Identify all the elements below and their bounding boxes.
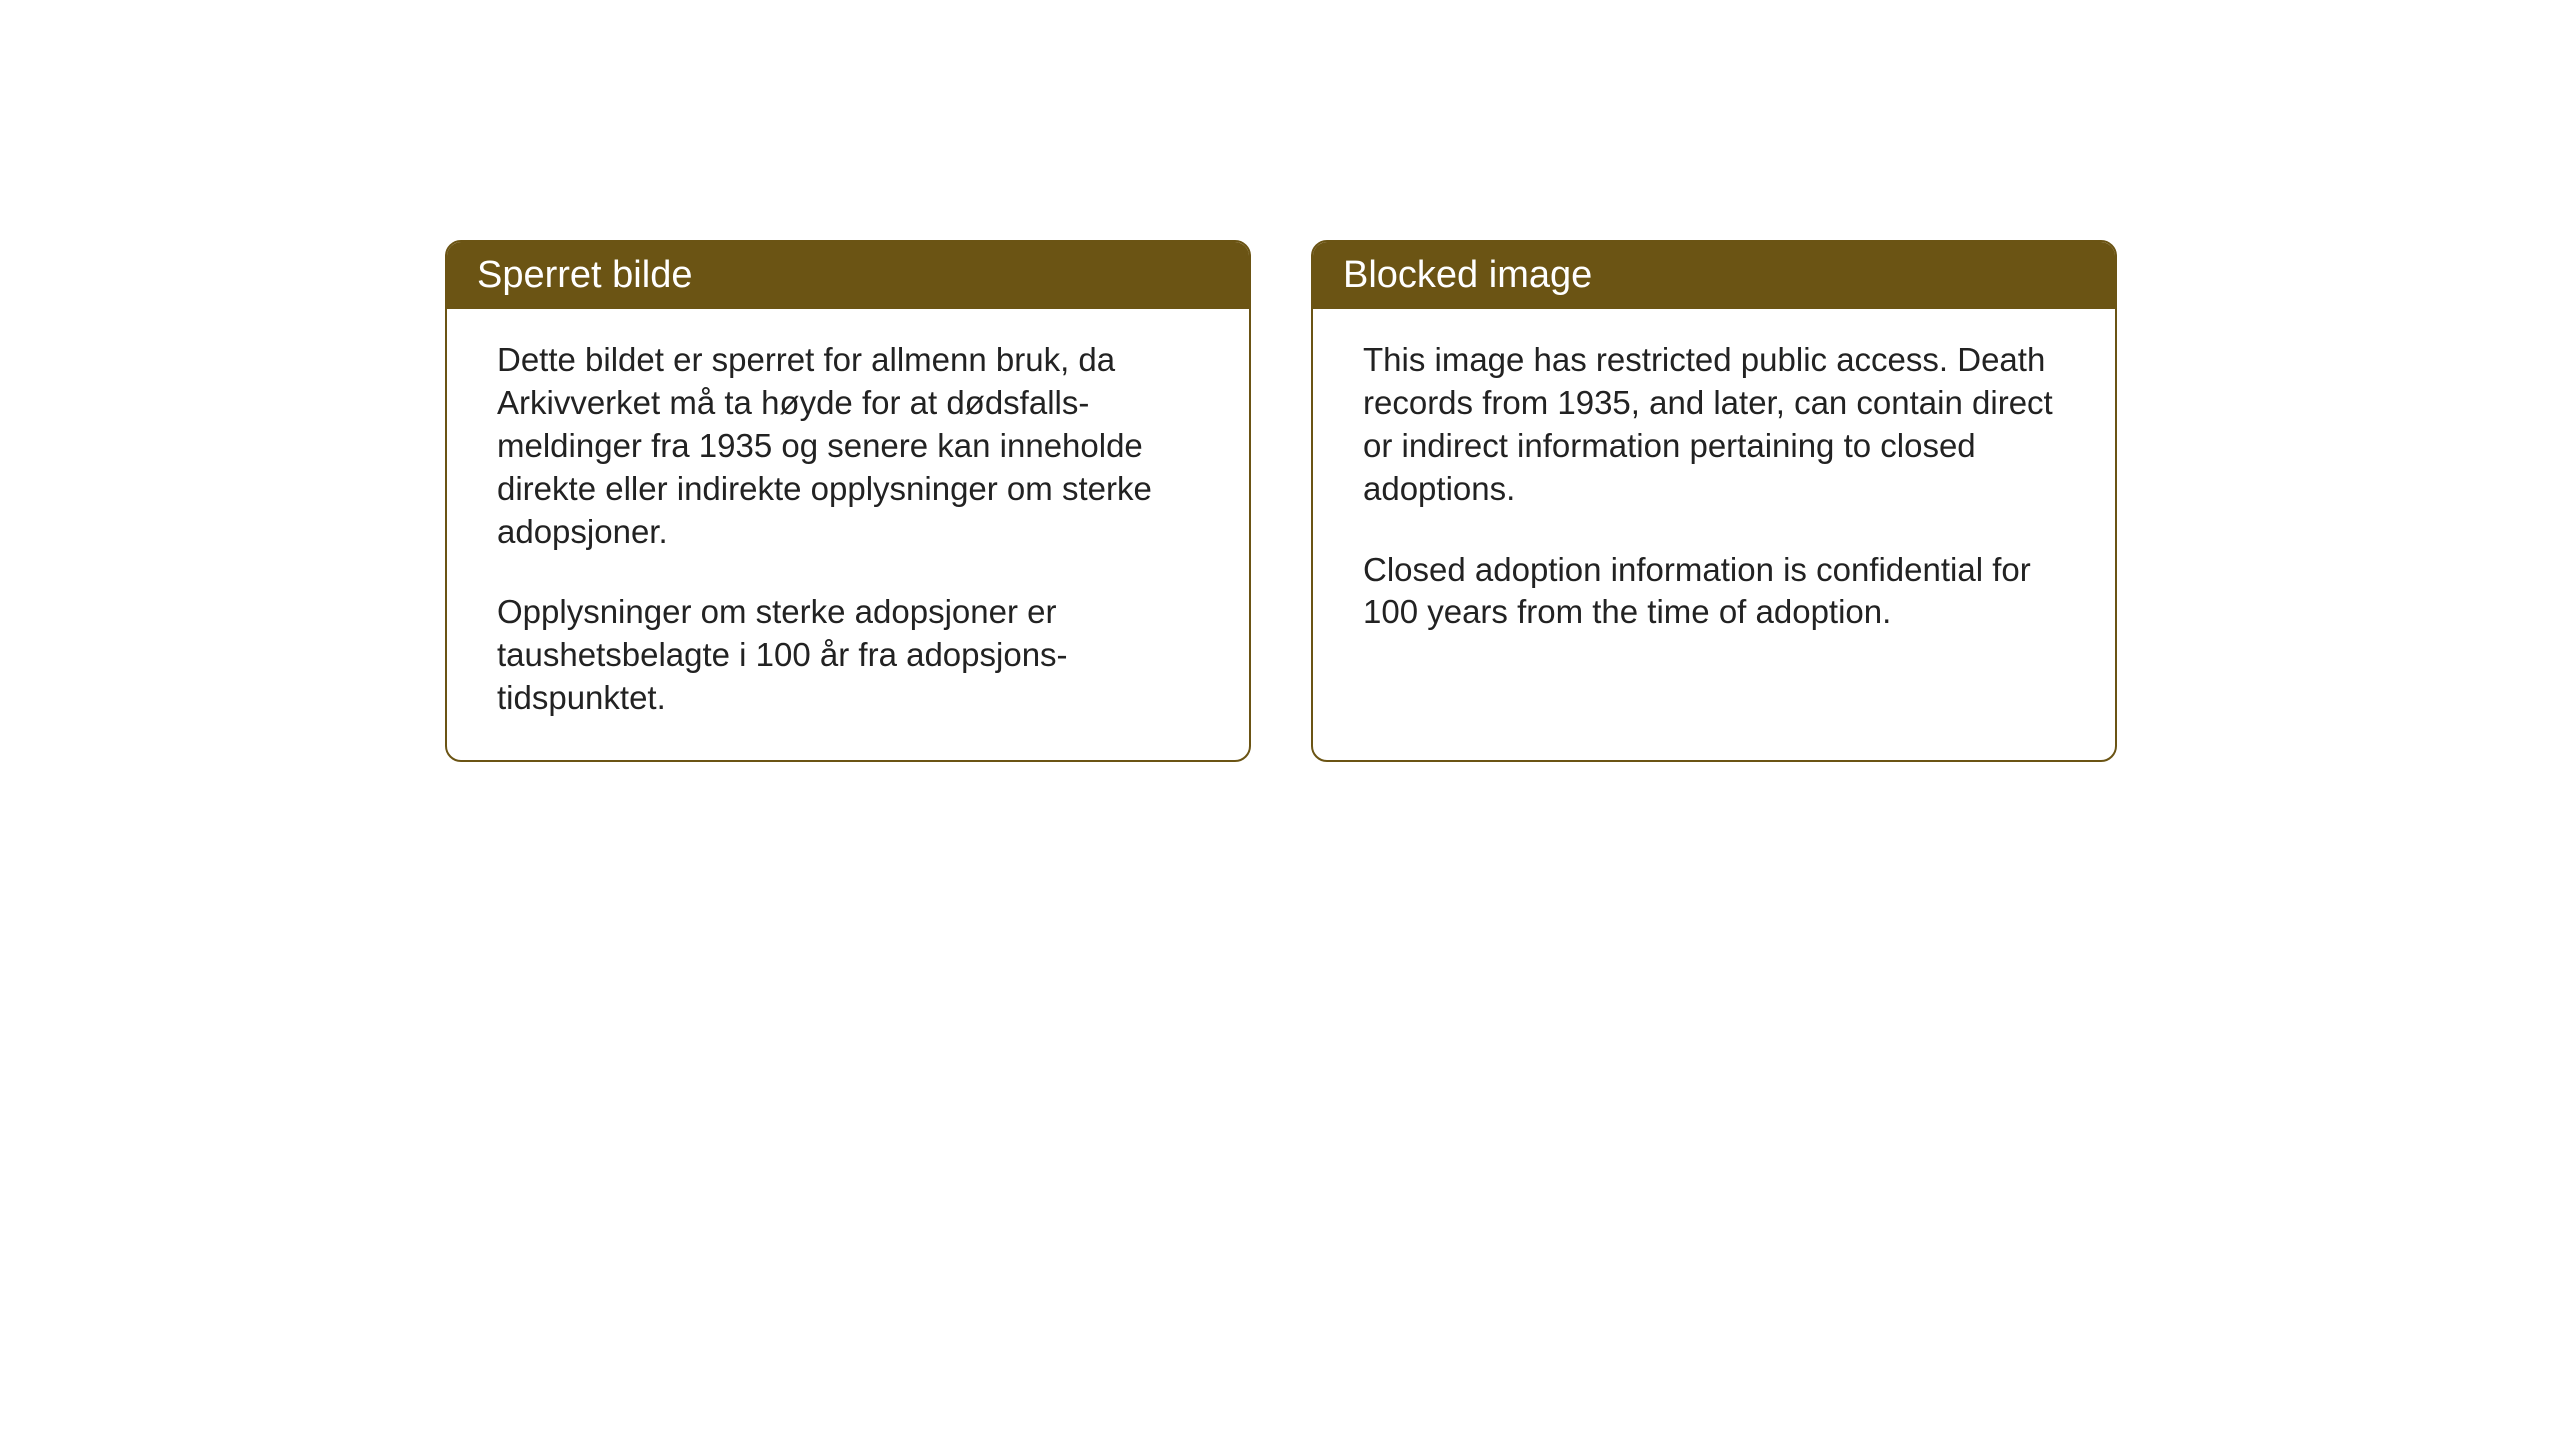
card-title-english: Blocked image bbox=[1343, 254, 1592, 296]
notice-container: Sperret bilde Dette bildet er sperret fo… bbox=[445, 240, 2117, 762]
card-paragraph-english-2: Closed adoption information is confident… bbox=[1363, 549, 2075, 635]
card-paragraph-norwegian-2: Opplysninger om sterke adopsjoner er tau… bbox=[497, 591, 1209, 720]
card-paragraph-norwegian-1: Dette bildet er sperret for allmenn bruk… bbox=[497, 339, 1209, 553]
notice-card-english: Blocked image This image has restricted … bbox=[1311, 240, 2117, 762]
card-body-norwegian: Dette bildet er sperret for allmenn bruk… bbox=[447, 309, 1249, 760]
card-paragraph-english-1: This image has restricted public access.… bbox=[1363, 339, 2075, 511]
card-body-english: This image has restricted public access.… bbox=[1313, 309, 2115, 674]
card-header-english: Blocked image bbox=[1313, 242, 2115, 309]
card-title-norwegian: Sperret bilde bbox=[477, 254, 692, 296]
card-header-norwegian: Sperret bilde bbox=[447, 242, 1249, 309]
notice-card-norwegian: Sperret bilde Dette bildet er sperret fo… bbox=[445, 240, 1251, 762]
